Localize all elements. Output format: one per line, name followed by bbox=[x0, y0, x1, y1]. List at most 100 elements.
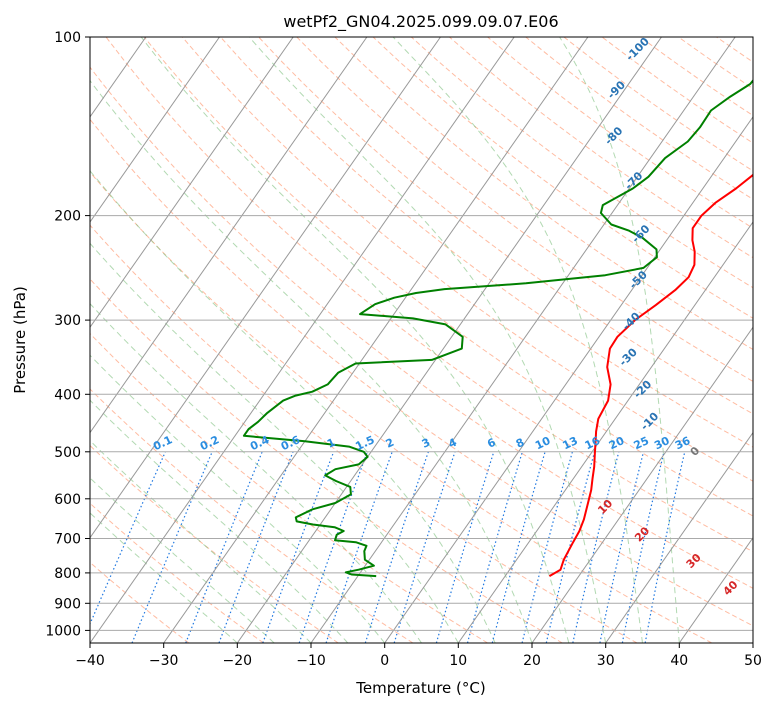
mixing-ratio-label: 20 bbox=[607, 434, 627, 452]
y-tick-label: 800 bbox=[54, 566, 81, 582]
dry-adiabat-label: 10 bbox=[595, 497, 615, 517]
moist-adiabat-line bbox=[392, 37, 643, 643]
isotherm-line bbox=[163, 37, 589, 643]
isotherm-line bbox=[752, 642, 753, 643]
series-layer bbox=[242, 78, 753, 578]
dry-adiabat-line bbox=[90, 224, 638, 643]
grid-layer bbox=[90, 37, 753, 643]
isotherm-line bbox=[531, 326, 753, 643]
x-tick-label: 20 bbox=[523, 653, 541, 669]
isotherm-line bbox=[90, 37, 368, 434]
isotherm-line bbox=[384, 115, 753, 643]
x-tick-label: 0 bbox=[380, 653, 389, 669]
dry-adiabat-line bbox=[90, 171, 712, 643]
y-tick-label: 200 bbox=[54, 209, 81, 225]
y-tick-label: 500 bbox=[54, 445, 81, 461]
mixing-ratio-label: 0.1 bbox=[151, 433, 174, 453]
moist-adiabat-line bbox=[140, 37, 570, 643]
mixing-ratio-line bbox=[218, 451, 294, 643]
isotherm-line bbox=[457, 221, 753, 643]
x-tick-label: −30 bbox=[149, 653, 179, 669]
moist-adiabat-line bbox=[90, 242, 459, 643]
y-tick-label: 600 bbox=[54, 492, 81, 508]
dewpoint-line bbox=[242, 78, 753, 578]
mixing-ratio-line bbox=[325, 451, 393, 643]
moist-adiabat-label: -90 bbox=[605, 78, 628, 101]
dry-adiabat-line bbox=[639, 37, 753, 117]
moist-adiabat-label: -80 bbox=[602, 124, 625, 147]
mixing-ratio-label: 30 bbox=[652, 434, 672, 452]
temperature-line bbox=[548, 173, 753, 577]
label-layer: -100-90-80-70-60-50-40-30-20-1000.1 0.2 0.… bbox=[151, 35, 741, 598]
mixing-ratio-label: 6 bbox=[485, 436, 498, 451]
mixing-ratio-label: 4 bbox=[446, 436, 459, 451]
dry-adiabat-line bbox=[90, 278, 563, 643]
moist-adiabat-line bbox=[90, 512, 238, 643]
x-tick-label: 50 bbox=[744, 653, 762, 669]
isotherm-line bbox=[236, 37, 662, 643]
mixing-ratio-line bbox=[545, 451, 596, 643]
mixing-ratio-label: 10 bbox=[533, 434, 553, 452]
mixing-ratio-line bbox=[466, 451, 523, 643]
dry-adiabat-label: 20 bbox=[632, 524, 652, 544]
dry-adiabat-line bbox=[296, 37, 753, 382]
mixing-ratio-line bbox=[435, 451, 495, 643]
dry-adiabat-line bbox=[90, 561, 190, 643]
mixing-ratio-line bbox=[521, 451, 573, 643]
dry-adiabat-line bbox=[372, 37, 753, 319]
dry-adiabat-label: 40 bbox=[721, 578, 741, 598]
dry-adiabat-line bbox=[90, 332, 488, 643]
dry-adiabat-line bbox=[143, 37, 753, 517]
x-tick-label: −20 bbox=[223, 653, 253, 669]
mixing-ratio-line bbox=[644, 451, 686, 643]
mixing-ratio-label: 16 bbox=[583, 434, 603, 452]
isotherm-line bbox=[678, 536, 753, 643]
dry-adiabat-line bbox=[90, 118, 753, 627]
y-tick-label: 700 bbox=[54, 532, 81, 548]
x-axis: −40 −30 −20 −10 0 10 20 30 40 50 bbox=[75, 643, 762, 669]
y-tick-label: 900 bbox=[54, 596, 81, 612]
dry-adiabat-line bbox=[90, 388, 414, 643]
moist-adiabat-line bbox=[90, 477, 275, 643]
dry-adiabat-line bbox=[90, 66, 753, 589]
dry-adiabat-line bbox=[181, 37, 753, 482]
x-tick-label: −40 bbox=[75, 653, 105, 669]
moist-adiabat-label: -10 bbox=[638, 410, 661, 433]
moist-adiabat-label: -20 bbox=[631, 377, 654, 400]
x-tick-label: 30 bbox=[597, 653, 615, 669]
mixing-ratio-label: 0.2 bbox=[198, 433, 221, 453]
moist-adiabat-label: -50 bbox=[627, 268, 650, 291]
y-tick-label: 400 bbox=[54, 387, 81, 403]
moist-adiabat-line bbox=[90, 303, 422, 643]
moist-adiabat-line bbox=[90, 170, 496, 643]
mixing-ratio-line bbox=[491, 451, 546, 643]
mixing-ratio-label: 13 bbox=[561, 434, 580, 452]
moist-adiabat-line bbox=[559, 37, 680, 643]
isotherm-line bbox=[90, 37, 441, 539]
chart-title: wetPf2_GN04.2025.099.09.07.E06 bbox=[283, 12, 558, 32]
mixing-ratio-label: 25 bbox=[632, 434, 651, 452]
dry-adiabat-line bbox=[487, 37, 753, 229]
x-tick-label: 10 bbox=[449, 653, 467, 669]
moist-adiabat-label: -30 bbox=[617, 345, 640, 368]
moist-adiabat-label: -100 bbox=[623, 35, 652, 64]
isotherm-line bbox=[90, 37, 294, 329]
x-tick-label: 40 bbox=[670, 653, 688, 669]
moist-adiabat-line bbox=[248, 37, 607, 643]
dry-adiabat-line bbox=[334, 37, 753, 351]
dry-adiabat-line bbox=[90, 444, 339, 643]
mixing-ratio-line bbox=[90, 451, 166, 626]
mixing-ratio-label: 1.5 bbox=[353, 433, 376, 453]
y-tick-label: 100 bbox=[54, 30, 81, 46]
dry-adiabat-label: 30 bbox=[684, 551, 704, 571]
y-axis: 100 200 300 400 500 600 700 800 900 1000 bbox=[45, 30, 90, 639]
x-axis-title: Temperature (°C) bbox=[355, 679, 485, 697]
mixing-ratio-line bbox=[262, 451, 335, 643]
y-tick-label: 300 bbox=[54, 313, 81, 329]
isotherm-line bbox=[310, 37, 736, 643]
isotherm-line bbox=[605, 431, 753, 643]
moist-adiabat-label: -40 bbox=[620, 310, 643, 333]
isotherm-line bbox=[90, 37, 515, 643]
mixing-ratio-line bbox=[364, 451, 429, 643]
